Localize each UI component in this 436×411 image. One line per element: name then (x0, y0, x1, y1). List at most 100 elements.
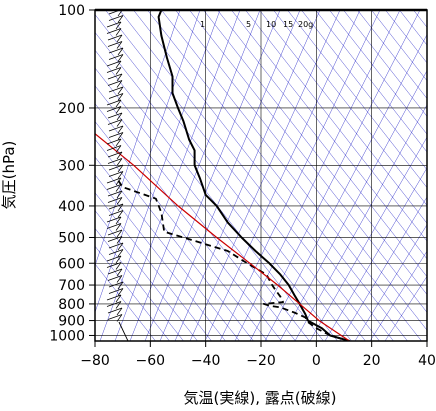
dry-adiabat-line (95, 67, 310, 341)
wind-barb (108, 242, 124, 249)
moist-adiabat-line (219, 10, 381, 341)
dry-adiabat-line (95, 263, 156, 341)
wind-barb (106, 255, 122, 262)
dry-adiabat-line (95, 31, 338, 341)
wind-barb-flag (116, 268, 123, 277)
wind-barb (107, 197, 123, 203)
y-tick-label: 400 (58, 199, 85, 215)
temperature-line (157, 10, 350, 341)
y-tick-label: 800 (58, 297, 85, 313)
dry-adiabat-line (95, 138, 254, 341)
wind-barb-flag (116, 119, 123, 127)
dry-adiabat-line (133, 10, 394, 341)
moist-adiabat-line (159, 10, 301, 341)
wind-barb (108, 164, 124, 171)
wind-barb-flag (115, 106, 122, 114)
wind-barb (108, 54, 124, 60)
wind-barb (106, 262, 122, 268)
x-tick-label: 20 (363, 353, 381, 369)
wind-barb-flag (115, 262, 122, 270)
wind-barb (108, 10, 122, 15)
wind-barb (107, 158, 123, 164)
wind-barb (106, 21, 122, 28)
wind-barb-flag (115, 301, 122, 309)
dry-adiabat-line (399, 10, 427, 46)
wind-barb-flag (117, 249, 124, 257)
dry-adiabat-line (119, 10, 380, 341)
wind-barb (108, 249, 124, 255)
wind-barb-flag (116, 314, 123, 322)
moist-adiabat-line (114, 10, 241, 341)
wind-barb-flag (116, 236, 123, 244)
wind-barb-flag (115, 99, 122, 108)
dry-adiabat-line (95, 103, 282, 341)
dry-adiabat-line (203, 10, 427, 295)
wind-barb-flag (116, 80, 123, 88)
dry-adiabat-line (371, 10, 427, 82)
dry-adiabat-line (245, 10, 427, 242)
y-tick-label: 600 (58, 256, 85, 272)
moist-adiabat-line (279, 70, 427, 341)
wind-barb-flag (115, 223, 122, 231)
wind-barb (107, 307, 123, 314)
moist-adiabat-line (174, 10, 321, 341)
wind-barb (118, 321, 129, 341)
wind-barb (107, 34, 123, 41)
wind-barb-flag (116, 151, 123, 160)
wind-barb (107, 73, 123, 80)
dry-adiabat-line (95, 156, 240, 341)
dry-adiabat-line (343, 10, 427, 117)
dry-adiabat-line (217, 10, 427, 278)
wind-barb (106, 99, 122, 106)
dry-adiabat-line (385, 10, 427, 64)
parcel-line (95, 133, 350, 341)
grid-lines (95, 10, 427, 341)
wind-barb-flag (117, 210, 124, 218)
wind-barb (108, 171, 124, 177)
wind-barb-flag (117, 15, 124, 23)
wind-barb-flag (115, 21, 122, 30)
mixing-ratio-label: 10 (266, 20, 276, 29)
wind-barb (107, 314, 123, 320)
wind-barb (108, 203, 124, 210)
wind-barb-flag (117, 47, 124, 56)
dry-adiabat-line (105, 10, 366, 341)
wind-barb-flag (115, 145, 122, 153)
dry-adiabat-line (259, 10, 427, 224)
wind-barb (107, 275, 123, 281)
wind-barb-flag (115, 138, 122, 147)
wind-barb (106, 67, 122, 73)
wind-barb-flag (116, 41, 123, 49)
wind-barb (106, 60, 122, 67)
moist-adiabat-line (95, 10, 181, 267)
wind-barb (106, 177, 122, 184)
wind-barb-flag (116, 190, 123, 199)
wind-barb (107, 80, 123, 86)
wind-barb (108, 125, 124, 132)
moist-adiabat-line (354, 224, 427, 341)
dry-adiabat-line (95, 174, 226, 341)
moist-adiabat-line (264, 34, 427, 341)
mixing-ratio-label: 1 (200, 20, 205, 29)
wind-barb (108, 132, 124, 138)
wind-barb (106, 216, 122, 223)
wind-barbs (106, 10, 129, 341)
wind-barb-flag (116, 112, 123, 121)
wind-barb (108, 281, 124, 288)
wind-barb-flag (116, 73, 123, 82)
dewpoint-line (116, 178, 350, 341)
moist-adiabat-line (369, 250, 427, 341)
x-tick-label: −60 (136, 353, 166, 369)
y-tick-label: 200 (58, 101, 85, 117)
dry-adiabat-line (175, 10, 427, 331)
dry-adiabat-line (287, 10, 427, 189)
dry-adiabat-line (315, 10, 427, 153)
dry-adiabat-line (147, 10, 408, 341)
mixing-ratio-label: 20g (298, 20, 313, 29)
wind-barb-flag (116, 197, 123, 205)
wind-barb-flag (117, 93, 124, 101)
wind-barb (108, 93, 124, 99)
wind-barb-flag (117, 125, 124, 134)
wind-barb (107, 151, 123, 158)
dry-adiabat-line (231, 10, 427, 260)
